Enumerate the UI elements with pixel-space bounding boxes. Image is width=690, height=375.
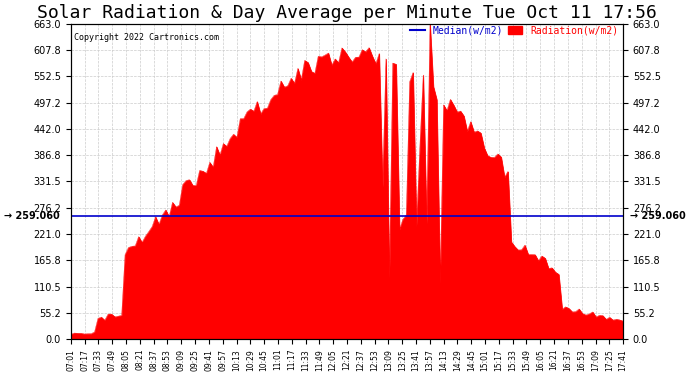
Title: Solar Radiation & Day Average per Minute Tue Oct 11 17:56: Solar Radiation & Day Average per Minute… — [37, 4, 657, 22]
Text: → 259.060: → 259.060 — [630, 211, 686, 221]
Text: Copyright 2022 Cartronics.com: Copyright 2022 Cartronics.com — [74, 33, 219, 42]
Legend: Median(w/m2), Radiation(w/m2): Median(w/m2), Radiation(w/m2) — [410, 26, 618, 35]
Text: → 259.060: → 259.060 — [4, 211, 60, 221]
